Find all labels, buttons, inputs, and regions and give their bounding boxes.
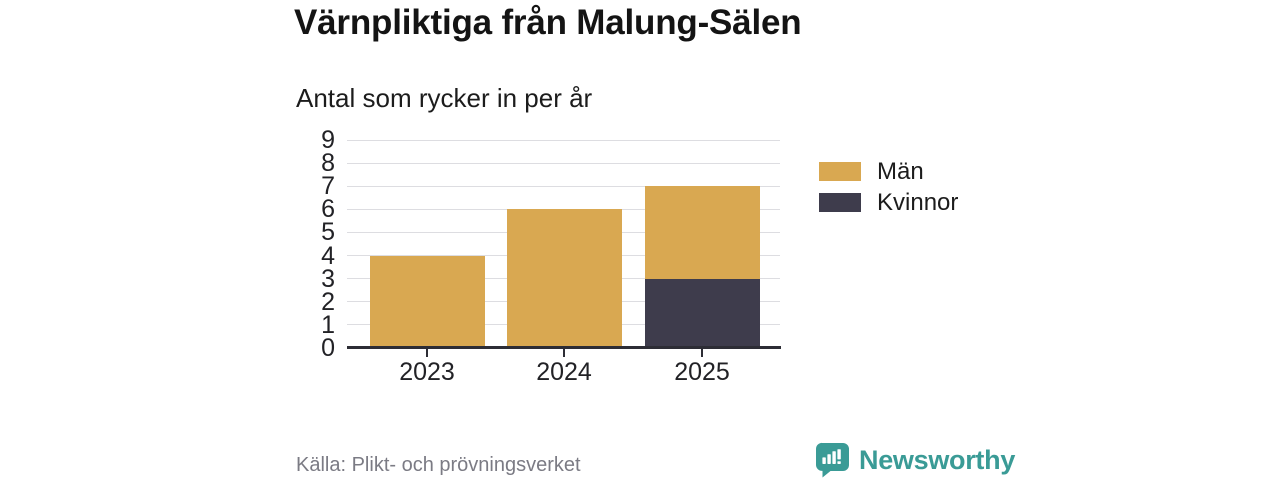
legend-label: Män (877, 157, 924, 185)
source-note: Källa: Plikt- och prövningsverket (296, 454, 581, 476)
gridline (347, 185, 780, 187)
chart-title: Värnpliktiga från Malung-Sälen (294, 3, 802, 42)
chart-legend: Män Kvinnor (819, 157, 959, 224)
brand-lockup: Newsworthy (815, 442, 1015, 478)
brand-name: Newsworthy (859, 445, 1016, 475)
chart-subtitle: Antal som rycker in per år (296, 83, 593, 113)
y-axis-label: 7 (321, 172, 335, 201)
x-axis-label: 2024 (536, 358, 592, 386)
x-axis-tick (563, 349, 565, 357)
legend-swatch (819, 162, 861, 181)
y-axis-label: 8 (321, 149, 335, 178)
y-axis-label: 5 (321, 218, 335, 247)
legend-entry-kvinnor: Kvinnor (819, 188, 959, 216)
bar-segment-män-2024 (506, 209, 622, 348)
y-axis-label: 4 (321, 241, 335, 270)
y-axis-label: 1 (321, 310, 335, 339)
gridline (347, 139, 780, 141)
y-axis-label: 0 (321, 334, 335, 362)
gridline (347, 162, 780, 164)
x-axis-line (347, 346, 781, 349)
x-axis-tick (701, 349, 703, 357)
legend-label: Kvinnor (877, 188, 959, 216)
x-axis-label: 2023 (399, 358, 455, 386)
newsworthy-logo-icon (816, 442, 849, 478)
bar-segment-män-2025 (644, 186, 760, 279)
y-axis-label: 9 (321, 126, 335, 154)
bar-segment-män-2023 (369, 255, 485, 348)
legend-swatch (819, 193, 861, 212)
x-axis-tick (426, 349, 428, 357)
x-axis-label: 2025 (674, 358, 730, 386)
legend-entry-män: Män (819, 157, 958, 185)
bar-segment-kvinnor-2025 (644, 278, 760, 348)
y-axis-label: 3 (321, 264, 335, 293)
y-axis-label: 2 (321, 287, 335, 316)
y-axis-label: 6 (321, 195, 335, 224)
